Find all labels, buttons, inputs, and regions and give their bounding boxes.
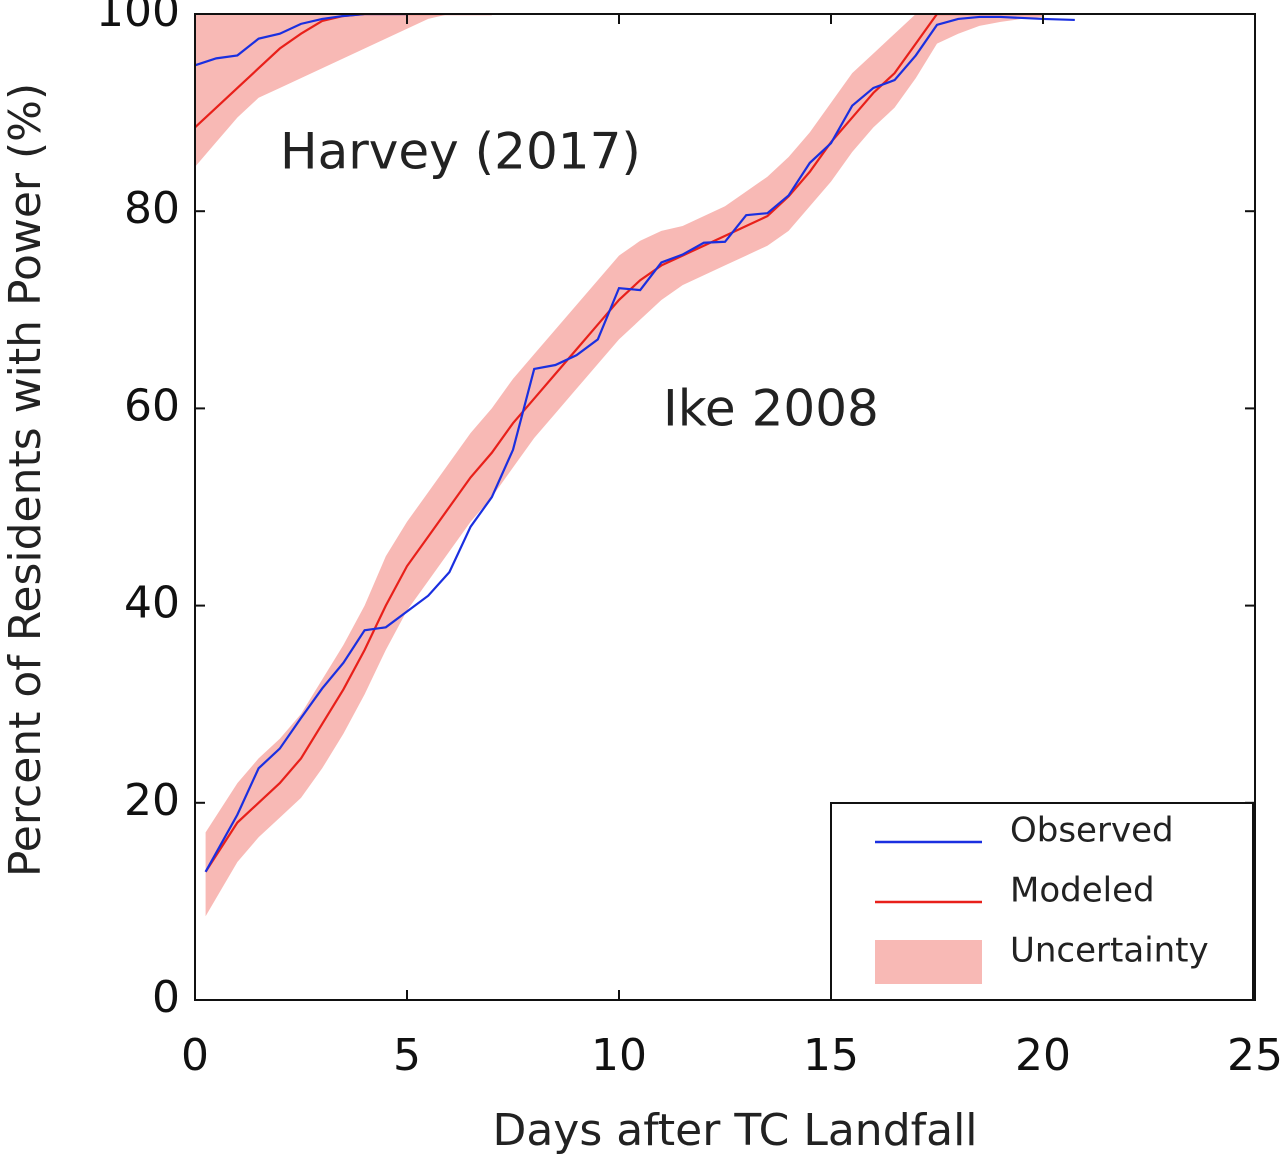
- x-tick-label: 15: [803, 1030, 859, 1081]
- y-tick-label: 60: [124, 380, 180, 431]
- plot-frame: [194, 13, 1256, 1001]
- legend: Observed Modeled Uncertainty: [830, 802, 1254, 1001]
- y-tick-label: 20: [124, 775, 180, 826]
- x-tick-label: 0: [181, 1030, 209, 1081]
- x-tick-label: 20: [1015, 1030, 1071, 1081]
- legend-swatch: [875, 940, 982, 984]
- x-tick-label: 10: [591, 1030, 647, 1081]
- x-tick-label: 25: [1227, 1030, 1280, 1081]
- x-tick-label: 5: [393, 1030, 421, 1081]
- y-tick-label: 40: [124, 578, 180, 629]
- y-tick-label: 80: [124, 183, 180, 234]
- y-tick-label: 100: [96, 0, 180, 37]
- observed-line: [204, 15, 1075, 873]
- legend-label: Observed: [1010, 811, 1174, 851]
- y-tick-label: 0: [152, 972, 180, 1023]
- annotation: Ike 2008: [663, 380, 879, 438]
- uncertainty-band: [195, 14, 492, 167]
- x-axis-label: Days after TC Landfall: [492, 1105, 977, 1156]
- legend-label: Modeled: [1010, 871, 1155, 911]
- annotation: Harvey (2017): [280, 123, 641, 181]
- observed-line: [195, 14, 407, 67]
- plot-area: [195, 14, 1075, 917]
- legend-label: Uncertainty: [1010, 931, 1209, 971]
- y-axis-label: Percent of Residents with Power (%): [0, 83, 51, 877]
